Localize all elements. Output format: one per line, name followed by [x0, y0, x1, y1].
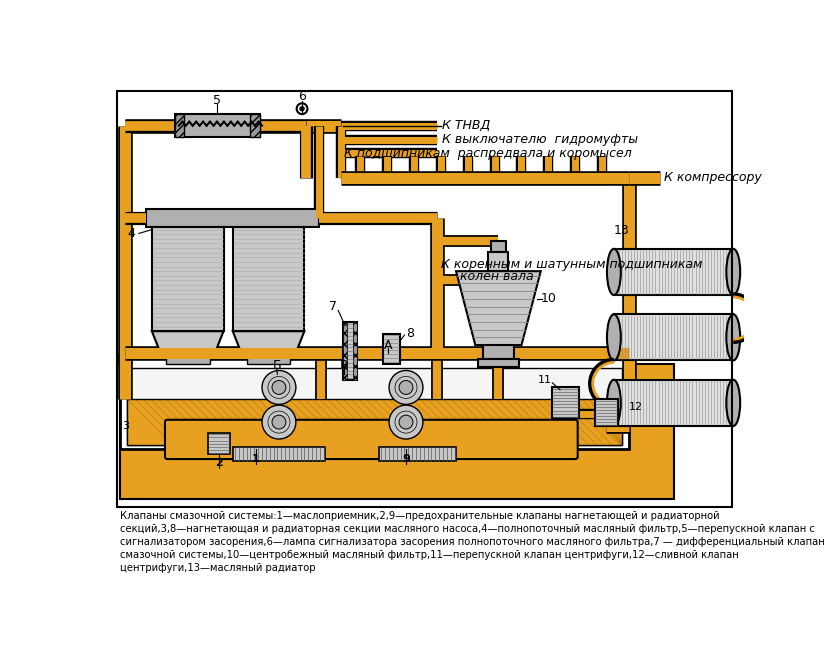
Bar	[175, 114, 259, 137]
Bar	[477, 359, 518, 367]
Bar	[119, 364, 673, 499]
Text: В: В	[339, 359, 349, 373]
Circle shape	[388, 371, 422, 404]
Bar	[246, 357, 290, 364]
Bar	[483, 345, 513, 359]
Text: 9: 9	[402, 454, 409, 465]
Text: 7: 7	[329, 300, 336, 313]
Text: секций,3,8—нагнетающая и радиаторная секции масляного насоса,4—полнопоточный мас: секций,3,8—нагнетающая и радиаторная сек…	[119, 524, 813, 534]
Text: 12: 12	[628, 402, 643, 412]
Bar	[383, 334, 399, 364]
Polygon shape	[233, 331, 304, 357]
Text: сигнализатором засорения,6—лампа сигнализатора засорения полнопоточного масляног: сигнализатором засорения,6—лампа сигнали…	[119, 537, 823, 547]
Text: К коренным и шатунным подшипникам: К коренным и шатунным подшипникам	[440, 258, 701, 271]
Bar	[233, 227, 304, 331]
Bar	[128, 399, 621, 445]
Circle shape	[272, 415, 286, 429]
Text: А: А	[383, 338, 392, 352]
Bar	[208, 433, 229, 454]
Ellipse shape	[606, 314, 620, 361]
Text: 6: 6	[298, 90, 306, 103]
Text: 2: 2	[214, 458, 223, 468]
Bar	[343, 322, 346, 380]
Circle shape	[262, 405, 296, 439]
Bar	[117, 91, 736, 507]
Text: 8: 8	[406, 327, 413, 340]
Bar	[119, 353, 628, 449]
Ellipse shape	[725, 314, 739, 361]
Ellipse shape	[725, 249, 739, 295]
Bar	[167, 422, 575, 457]
Text: К выключателю  гидромуфты: К выключателю гидромуфты	[441, 133, 638, 146]
Bar	[175, 114, 184, 137]
Text: 4: 4	[127, 227, 135, 240]
Circle shape	[262, 371, 296, 404]
Text: К ТНВД: К ТНВД	[441, 119, 490, 132]
Text: центрифуги,13—масляный радиатор: центрифуги,13—масляный радиатор	[119, 563, 315, 573]
Ellipse shape	[606, 380, 620, 426]
Bar	[343, 322, 356, 380]
Bar	[378, 447, 455, 461]
Polygon shape	[455, 271, 540, 345]
Bar	[594, 399, 617, 426]
Text: колен вала: колен вала	[460, 270, 533, 283]
Text: 1: 1	[252, 454, 259, 465]
Ellipse shape	[725, 380, 739, 426]
FancyBboxPatch shape	[165, 420, 577, 459]
Circle shape	[272, 381, 286, 395]
Circle shape	[388, 405, 422, 439]
Circle shape	[300, 107, 304, 111]
Bar	[233, 447, 325, 461]
Polygon shape	[152, 331, 224, 357]
Ellipse shape	[606, 249, 620, 295]
Text: 13: 13	[614, 224, 629, 237]
Bar	[614, 380, 732, 426]
Bar	[250, 114, 259, 137]
Bar	[614, 314, 732, 361]
Bar	[152, 227, 224, 331]
Bar	[117, 91, 732, 507]
Text: Клапаны смазочной системы:1—маслоприемник,2,9—предохранительные клапаны нагнетаю: Клапаны смазочной системы:1—маслоприемни…	[119, 510, 719, 520]
Bar	[488, 252, 508, 271]
Circle shape	[398, 415, 412, 429]
Bar	[551, 387, 579, 418]
Text: 11: 11	[537, 375, 551, 385]
Text: 10: 10	[540, 293, 556, 305]
Bar	[166, 357, 209, 364]
Text: К компрессору: К компрессору	[663, 171, 761, 185]
Text: Б: Б	[272, 359, 281, 373]
Text: 5: 5	[213, 95, 221, 107]
Bar	[353, 322, 356, 380]
Text: К подшипникам  распредвала и коромысел: К подшипникам распредвала и коромысел	[344, 147, 632, 160]
Bar	[128, 368, 621, 445]
Bar	[146, 209, 319, 227]
Bar	[490, 241, 505, 252]
Circle shape	[398, 381, 412, 395]
Circle shape	[296, 103, 307, 114]
Bar	[614, 249, 732, 295]
Text: смазочной системы,10—центробежный масляный фильтр,11—перепускной клапан центрифу: смазочной системы,10—центробежный маслян…	[119, 550, 738, 560]
Text: 3: 3	[123, 421, 129, 431]
